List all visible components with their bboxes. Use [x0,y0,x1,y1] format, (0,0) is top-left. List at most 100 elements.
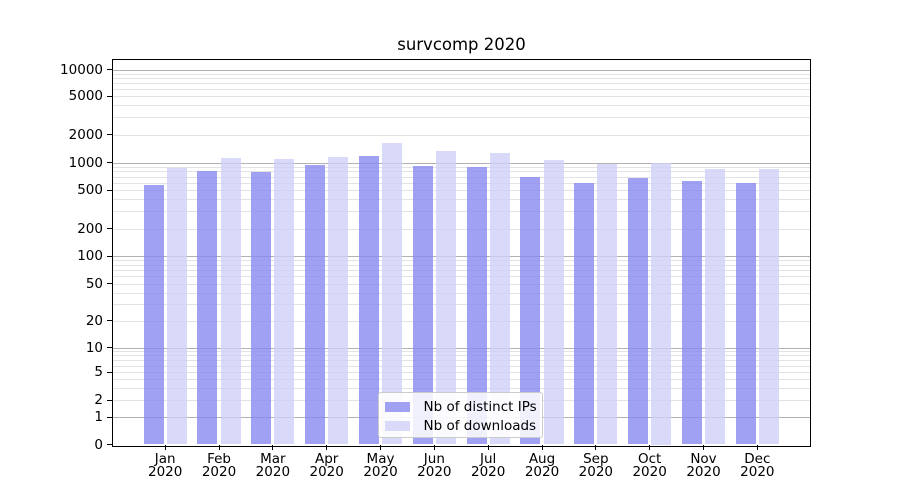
y-tick-mark [107,162,113,163]
minor-gridline [113,270,810,272]
legend-item-distinct-ips: Nb of distinct IPs [379,398,542,417]
major-gridline [113,347,810,349]
x-tick-year: 2020 [740,464,775,481]
x-tick-month: Jul [480,450,497,467]
x-tick-month: Jan [154,450,176,467]
bar-distinct-ips [143,184,164,445]
major-gridline [113,256,810,257]
y-tick-label: 0 [94,436,103,453]
minor-gridline [113,134,810,136]
x-tick-month: Apr [315,450,339,467]
minor-gridline [113,199,810,201]
x-tick-mark [272,445,274,450]
bar-distinct-ips [358,156,379,445]
bar-downloads [274,158,295,445]
bar-distinct-ips [251,171,272,445]
minor-gridline [113,117,810,119]
y-tick-label: 50 [85,275,103,292]
x-tick-month: Dec [744,450,771,467]
y-tick-label: 500 [77,182,103,198]
y-tick-mark [107,444,113,445]
minor-gridline [113,211,810,213]
bar-distinct-ips [681,180,702,445]
x-tick-label: Jul 2020 [460,450,516,481]
y-tick-label: 200 [77,220,103,237]
minor-gridline [113,176,810,178]
y-tick-mark [107,371,113,373]
minor-gridline [113,182,810,184]
downloads-swatch [384,421,410,431]
minor-gridline [113,283,810,285]
x-tick-label: Oct 2020 [622,452,678,481]
x-tick-mark [433,445,435,450]
distinct-ips-swatch [384,402,410,412]
bar-distinct-ips [628,177,649,445]
x-tick-mark [541,445,543,450]
x-tick-label: Mar 2020 [245,452,301,481]
legend-item-downloads: Nb of downloads [379,417,542,436]
x-tick-year: 2020 [417,464,452,481]
y-tick-label: 5 [94,364,103,380]
x-tick-year: 2020 [524,464,560,481]
bar-downloads [543,159,564,445]
minor-gridline [113,73,810,75]
x-tick-mark [756,445,758,450]
x-tick-mark [218,445,220,450]
minor-gridline [113,355,810,357]
major-gridline [113,69,810,71]
x-tick-label: Apr 2020 [299,450,355,481]
y-tick-label: 2 [94,392,103,408]
x-tick-year: 2020 [686,464,721,481]
minor-gridline [113,378,810,380]
y-tick-mark [107,134,113,135]
x-tick-month: May [366,450,395,467]
minor-gridline [113,89,810,91]
bar-downloads [651,162,672,445]
minor-gridline [113,320,810,322]
x-tick-label: Dec 2020 [729,450,785,481]
major-gridline [113,162,810,164]
x-tick-mark [326,445,328,450]
bar-downloads [435,150,456,445]
x-tick-label: Sep 2020 [568,452,624,481]
x-tick-label: Jun 2020 [406,452,462,481]
legend: Nb of distinct IPs Nb of downloads [378,392,543,438]
y-tick-mark [107,283,113,284]
minor-gridline [113,351,810,353]
x-tick-year: 2020 [632,464,667,481]
y-tick-label: 10 [85,339,103,356]
minor-gridline [113,264,810,266]
minor-gridline [113,166,810,168]
bar-distinct-ips [412,165,433,445]
minor-gridline [113,171,810,173]
minor-gridline [113,276,810,278]
y-tick-label: 20 [85,312,103,329]
minor-gridline [113,372,810,373]
x-tick-label: Nov 2020 [676,452,732,481]
x-tick-year: 2020 [201,464,237,481]
minor-gridline [113,292,810,294]
bar-downloads [758,168,779,445]
y-tick-label: 2000 [68,126,103,143]
x-tick-year: 2020 [309,464,344,481]
x-tick-mark [487,445,489,450]
x-tick-label: Feb 2020 [191,450,247,481]
bar-distinct-ips [520,176,541,445]
minor-gridline [113,190,810,191]
legend-label-distinct-ips: Nb of distinct IPs [423,399,537,415]
bar-downloads [382,143,403,445]
bar-downloads [597,164,618,445]
bar-distinct-ips [574,182,595,445]
y-tick-mark [107,189,113,191]
x-tick-label: Jan 2020 [137,450,193,481]
bar-downloads [705,169,726,445]
bar-downloads [220,157,241,445]
x-tick-year: 2020 [470,464,506,481]
minor-gridline [113,105,810,107]
y-tick-mark [107,347,113,348]
x-tick-month: Feb [207,450,231,467]
x-tick-mark [703,445,704,450]
plot-area [113,60,810,445]
y-tick-mark [107,399,113,401]
